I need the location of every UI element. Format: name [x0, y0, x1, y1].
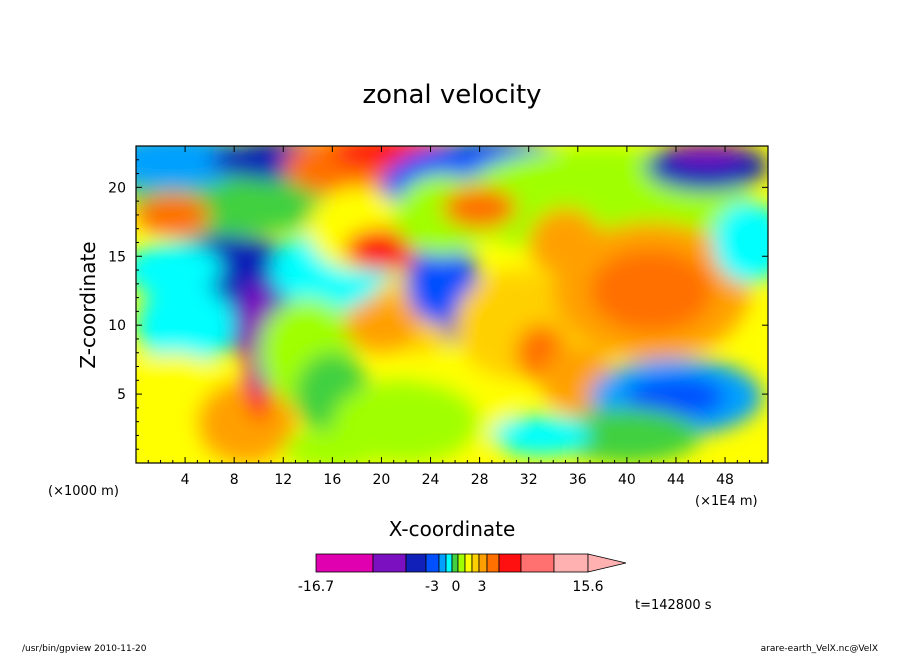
colorbar-swatch	[464, 553, 473, 573]
y-axis-ticks: 5 10 15 20	[108, 159, 768, 450]
field-blob	[669, 146, 744, 164]
colorbar-swatch	[372, 553, 407, 573]
field-blob	[442, 187, 517, 229]
x-tick-label: 4	[181, 472, 190, 488]
colorbar-swatch	[486, 553, 500, 573]
colorbar-max-label: 15.6	[572, 579, 603, 595]
colorbar-swatch	[405, 553, 427, 573]
field-blob	[197, 380, 296, 463]
x-tick-label: 28	[471, 472, 489, 488]
colorbar-mid-labels: -3 0 3	[425, 579, 486, 595]
y-axis-title: Z-coordinate	[76, 241, 100, 368]
x-tick-label: 44	[667, 472, 685, 488]
colorbar-mid-label: 0	[452, 579, 461, 595]
colorbar-extension-tip	[587, 553, 627, 573]
field-blob	[626, 376, 726, 418]
y-tick-label: 10	[108, 318, 126, 334]
colorbar-mid-label: 3	[478, 579, 487, 595]
colorbar-mid-label: -3	[425, 579, 439, 595]
field-blob	[491, 414, 591, 457]
field-blob	[712, 201, 768, 284]
footer-left: /usr/bin/gpview 2010-11-20	[22, 644, 147, 654]
x-unit-label: (×1E4 m)	[695, 494, 758, 509]
plot-area	[136, 146, 768, 463]
colorbar-swatch	[520, 553, 555, 573]
colorbar-swatch	[315, 553, 374, 573]
y-unit-label: (×1000 m)	[48, 484, 119, 499]
colorbar-swatch	[438, 553, 447, 573]
field-blob	[344, 228, 419, 271]
field-blob	[553, 407, 701, 463]
colorbar-swatch	[553, 553, 589, 573]
x-tick-label: 48	[716, 472, 734, 488]
colorbar-swatch	[451, 553, 459, 573]
colorbar	[315, 553, 627, 573]
colorbar-swatch	[498, 553, 522, 573]
y-tick-label: 5	[117, 387, 126, 403]
colorbar-swatch	[478, 553, 488, 573]
field-blob	[283, 428, 382, 463]
plot-frame	[135, 145, 769, 464]
field-blob	[136, 194, 210, 236]
colorbar-swatch	[445, 553, 453, 573]
field-blob	[590, 249, 713, 333]
colorbar-swatch	[457, 553, 466, 573]
colorbar-swatch	[471, 553, 480, 573]
x-tick-label: 20	[373, 472, 391, 488]
field-blob	[136, 242, 222, 298]
x-axis-title: X-coordinate	[389, 517, 516, 541]
x-tick-label: 32	[520, 472, 538, 488]
colorbar-swatch	[425, 553, 440, 573]
field-blob	[344, 297, 419, 353]
x-tick-label: 16	[323, 472, 341, 488]
colorbar-min-label: -16.7	[298, 579, 334, 595]
x-tick-label: 24	[422, 472, 440, 488]
chart-title: zonal velocity	[362, 80, 541, 110]
y-tick-label: 20	[108, 180, 126, 196]
footer-right: arare-earth_VelX.nc@VelX	[761, 644, 878, 654]
x-tick-label: 8	[230, 472, 239, 488]
x-axis-ticks: 4 8 12 16 20 24 28 32 36 40 44 48	[147, 146, 763, 488]
field-blob	[136, 283, 235, 367]
velocity-field	[136, 146, 768, 463]
x-tick-label: 40	[618, 472, 636, 488]
y-tick-label: 15	[108, 249, 126, 265]
x-tick-label: 36	[569, 472, 587, 488]
time-label: t=142800 s	[635, 598, 712, 613]
x-tick-label: 12	[274, 472, 292, 488]
